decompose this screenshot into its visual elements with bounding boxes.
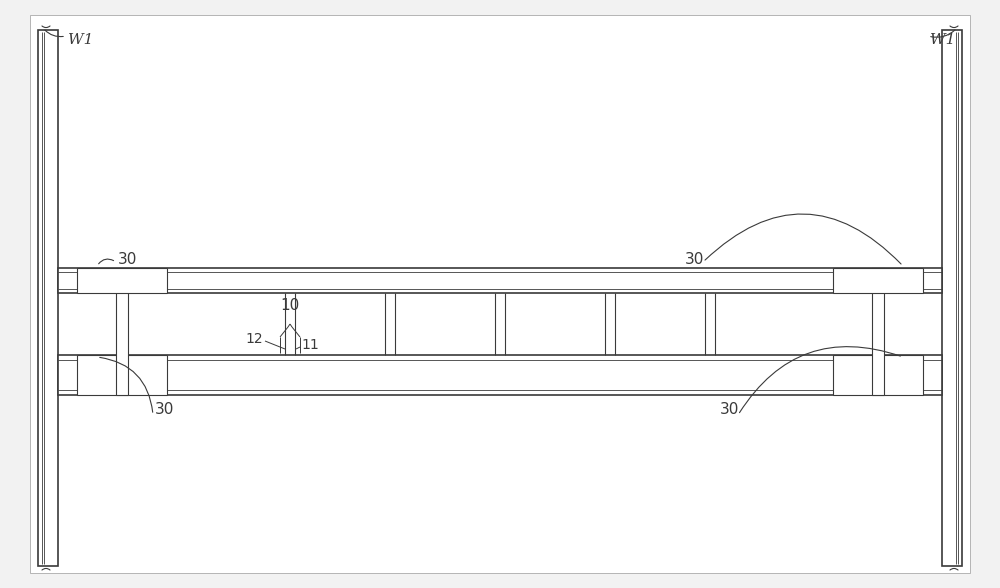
Text: 12: 12 — [245, 332, 263, 346]
Bar — [942, 30, 962, 566]
Text: W1: W1 — [68, 33, 93, 47]
Text: 11: 11 — [301, 338, 319, 352]
Bar — [77, 355, 167, 395]
Bar — [116, 268, 128, 395]
Text: 30: 30 — [118, 252, 137, 268]
Bar — [58, 268, 942, 293]
Bar — [872, 268, 884, 395]
Bar — [833, 268, 923, 293]
Bar — [58, 355, 942, 395]
Text: W1: W1 — [930, 33, 955, 47]
Text: 30: 30 — [720, 403, 739, 417]
Text: 10: 10 — [280, 298, 300, 313]
Bar — [77, 268, 167, 293]
Bar — [38, 30, 58, 566]
Text: 30: 30 — [685, 252, 704, 268]
Bar — [833, 355, 923, 395]
Text: 30: 30 — [155, 403, 174, 417]
